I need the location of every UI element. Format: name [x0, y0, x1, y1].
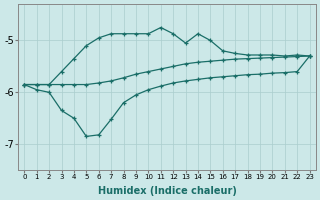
X-axis label: Humidex (Indice chaleur): Humidex (Indice chaleur) [98, 186, 236, 196]
